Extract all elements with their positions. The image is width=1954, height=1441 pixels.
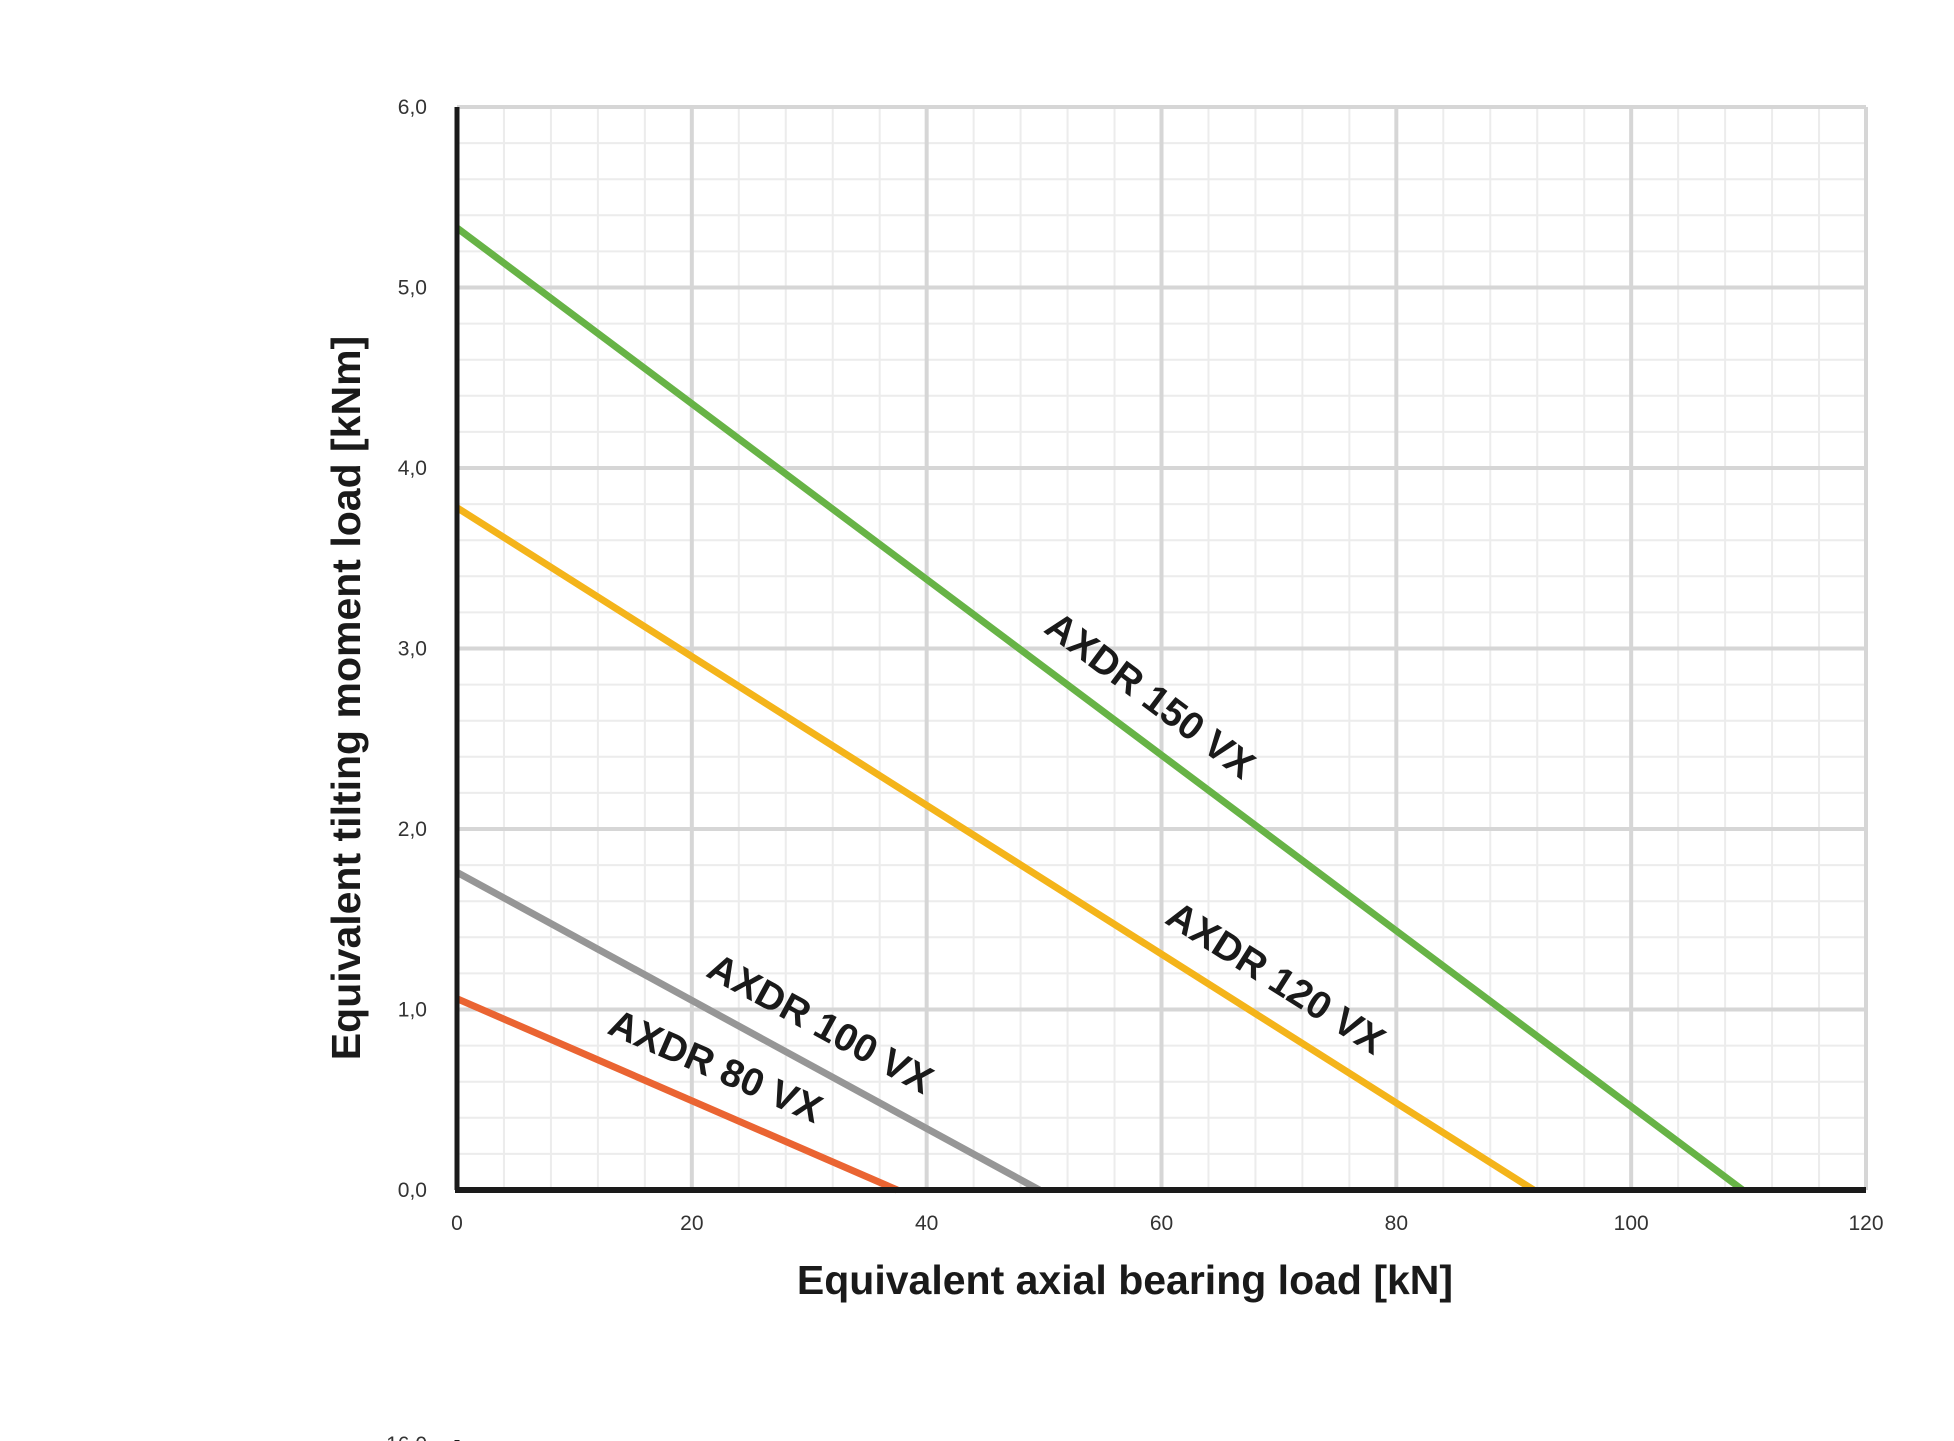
series-line-axdr-80-vx [455,995,899,1194]
x-tick-label: 80 [1385,1212,1408,1235]
axes [454,107,1866,1193]
x-tick-label: 120 [1848,1212,1883,1235]
y-tick-label: 6,0 [398,96,427,119]
x-tick-label: 20 [680,1212,703,1235]
y-tick-label: 5,0 [398,277,427,300]
x-tick-label: 100 [1614,1212,1649,1235]
x-axis-title: Equivalent axial bearing load [kN] [797,1257,1453,1303]
series-line-axdr-120-vx [455,504,1536,1193]
next-chart-top-tick: 16,0 [386,1433,427,1441]
y-tick-label: 3,0 [398,638,427,661]
next-chart-fragment: 16,0 [386,1433,460,1441]
y-tick-labels: 0,0 1,0 2,0 3,0 4,0 5,0 6,0 [398,96,427,1202]
series-line-axdr-150-vx [454,225,1745,1193]
y-tick-label: 0,0 [398,1179,427,1202]
y-tick-label: 2,0 [398,818,427,841]
series-line-axdr-100-vx [455,869,1042,1194]
y-tick-label: 4,0 [398,457,427,480]
y-tick-label: 1,0 [398,999,427,1022]
x-tick-label: 0 [451,1212,463,1235]
y-axis-title: Equivalent tilting moment load [kNm] [323,336,369,1060]
x-tick-label: 40 [915,1212,938,1235]
series-lines [454,225,1745,1194]
grid-major [457,105,1868,1190]
x-tick-label: 60 [1150,1212,1173,1235]
series-label-axdr-150-vx: AXDR 150 VX [1037,604,1262,788]
x-tick-labels: 0 20 40 60 80 100 120 [451,1212,1883,1235]
